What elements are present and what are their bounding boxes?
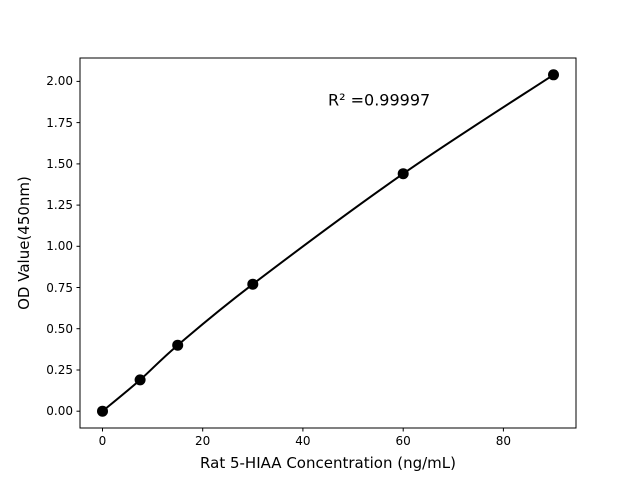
y-tick-label: 0.50: [46, 321, 73, 336]
x-tick-label: 20: [195, 434, 211, 448]
x-tick-label: 60: [395, 434, 411, 448]
x-tick-label: 0: [98, 434, 107, 448]
y-tick-label: 0.25: [46, 363, 73, 377]
y-tick-label: 1.50: [46, 156, 73, 171]
r-squared-annotation: R² =0.99997: [328, 90, 431, 110]
data-point-marker: [134, 374, 146, 386]
data-point-marker: [397, 168, 409, 180]
y-tick-label: 1.25: [46, 198, 73, 213]
y-tick-label: 0.75: [46, 280, 73, 295]
y-tick-label: 1.00: [46, 239, 73, 254]
axes-box: [79, 57, 577, 429]
data-point-marker: [97, 405, 108, 417]
data-point-marker: [247, 278, 259, 290]
x-tick-label: 80: [495, 434, 512, 448]
y-tick-label: 2.00: [46, 74, 73, 89]
y-axis-label: OD Value(450nm): [15, 176, 33, 310]
standard-curve-line: [101, 73, 555, 413]
y-tick-label: 0.00: [46, 404, 73, 419]
data-point-marker: [548, 69, 559, 81]
data-point-marker: [172, 339, 184, 351]
y-tick-label: 1.75: [46, 115, 73, 130]
x-axis-label: Rat 5-HIAA Concentration (ng/mL): [200, 454, 456, 472]
x-tick-label: 40: [295, 434, 311, 448]
